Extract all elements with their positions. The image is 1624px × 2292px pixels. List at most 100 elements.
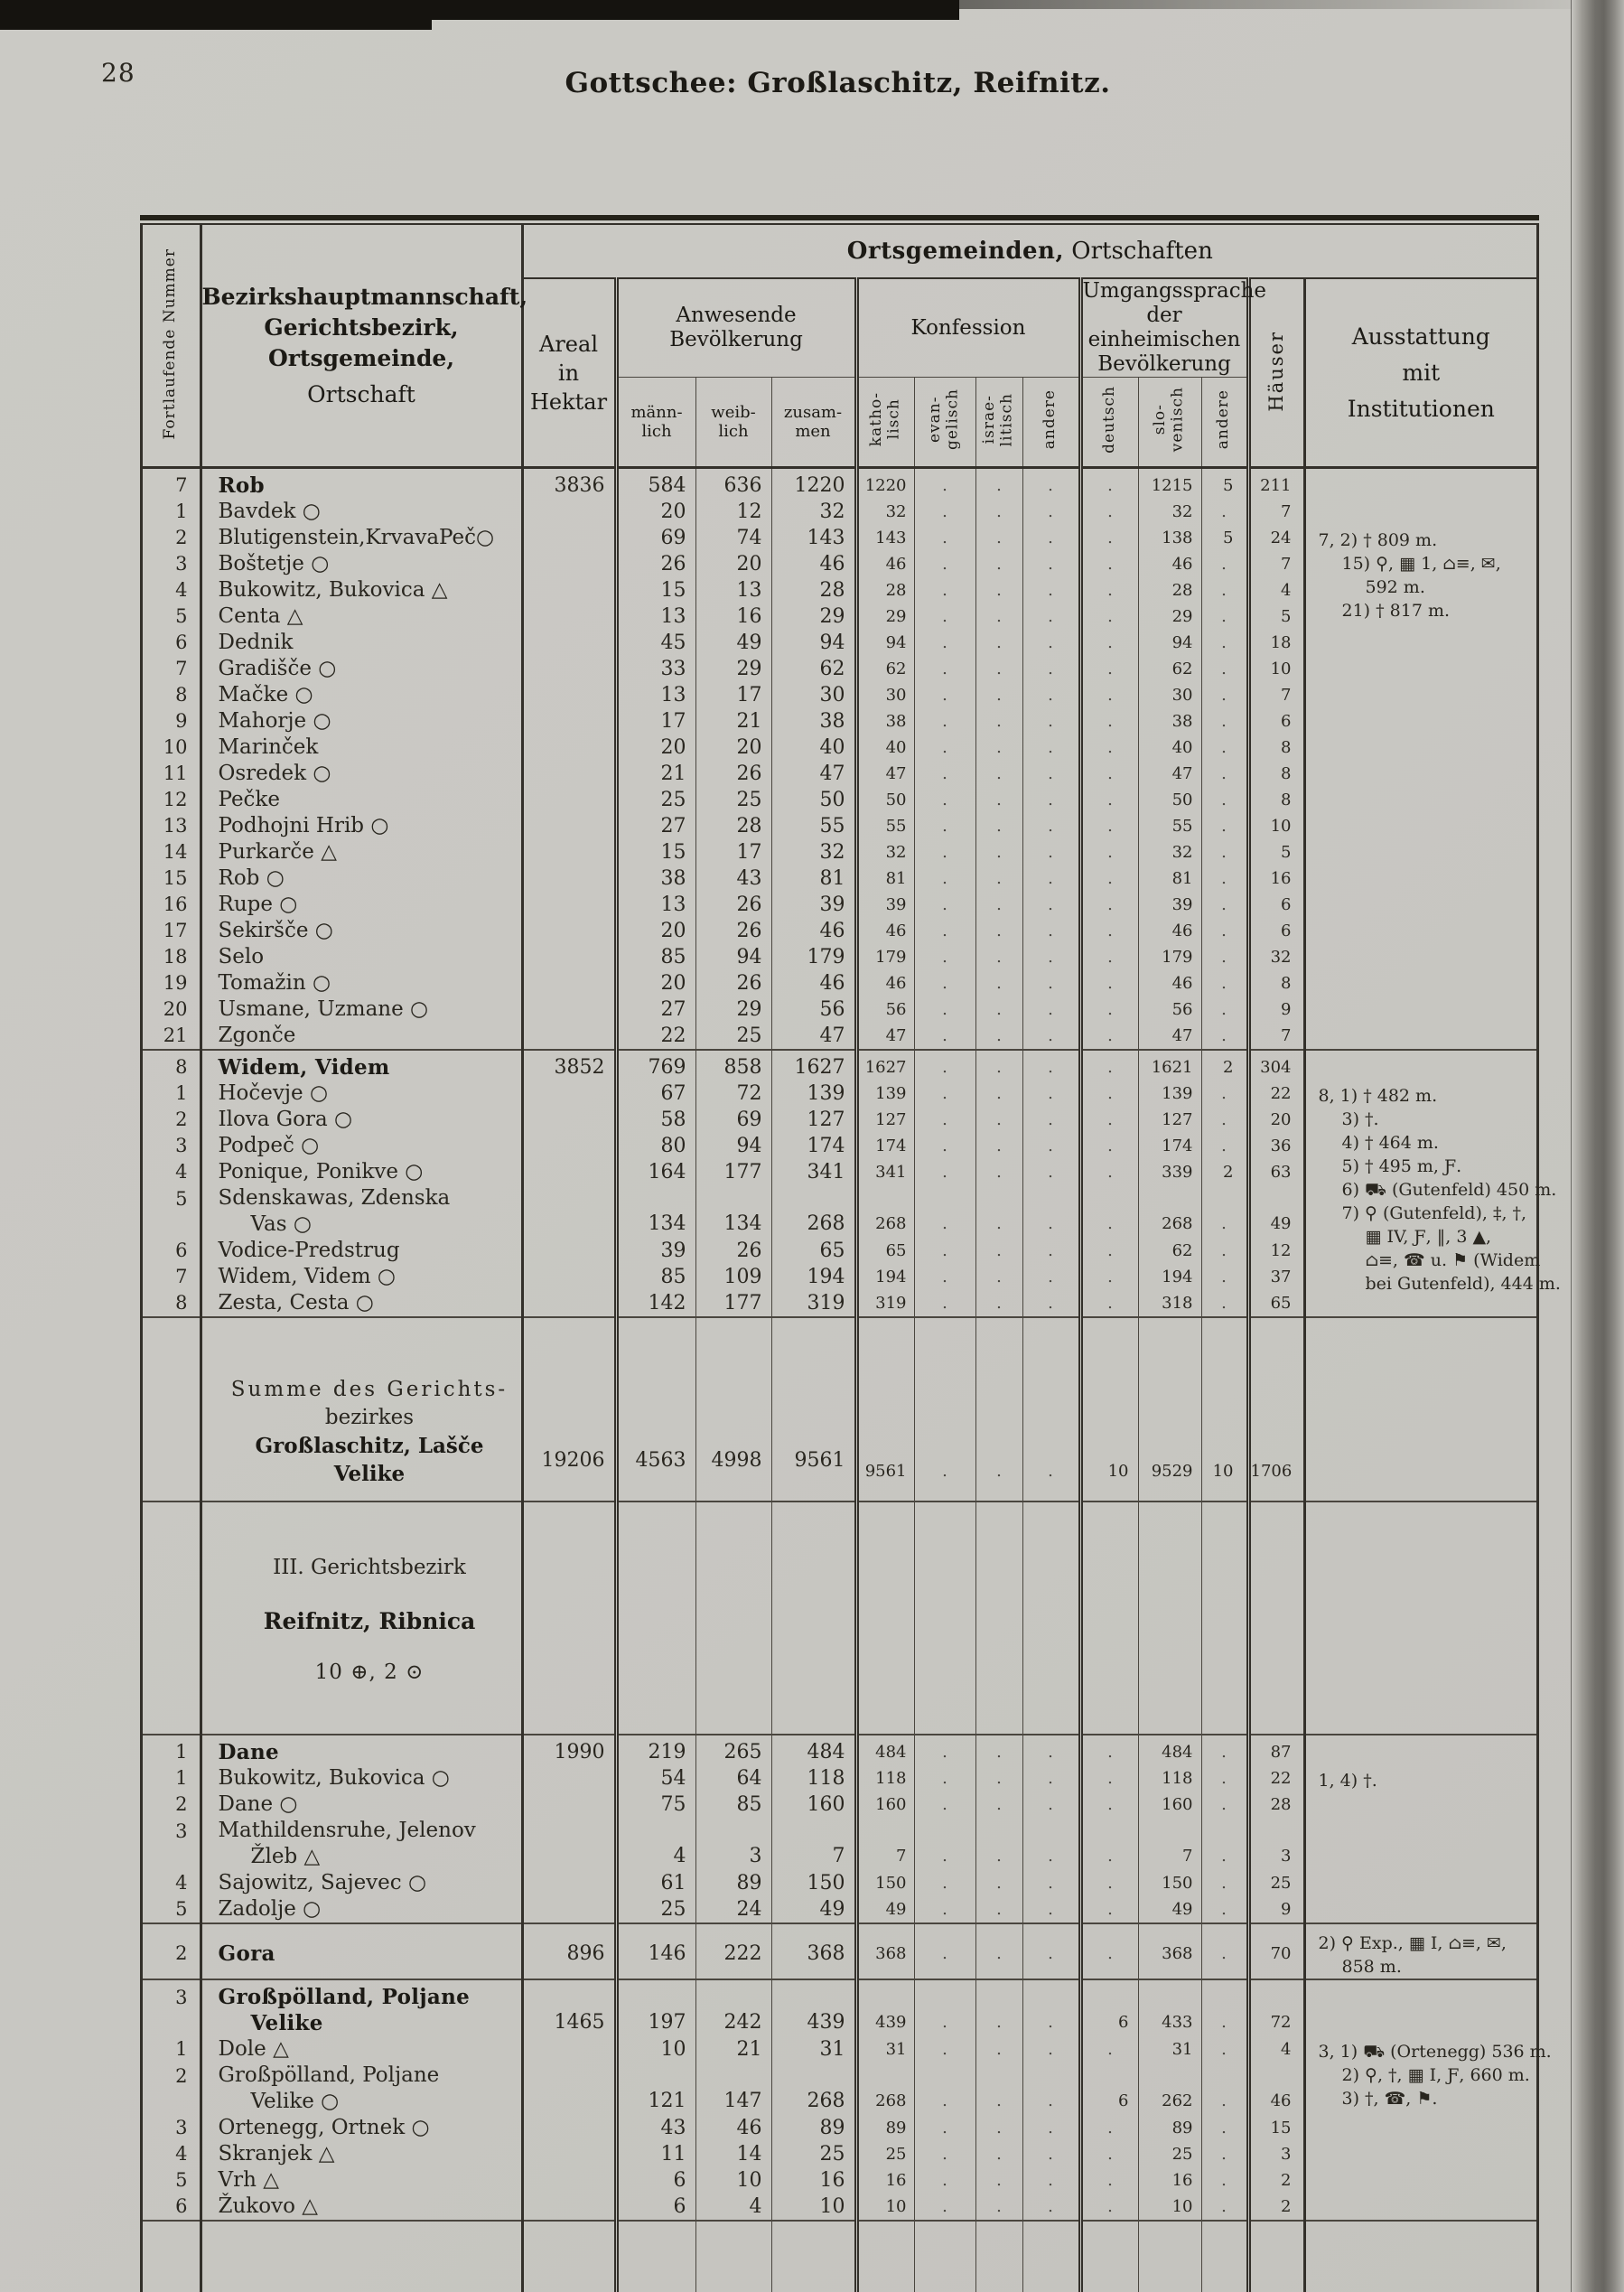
cell-kath: 16 bbox=[856, 2167, 915, 2194]
cell-an1: . bbox=[1022, 630, 1083, 656]
cell-number: 4 bbox=[143, 2141, 202, 2167]
cell-number: 1 bbox=[143, 1081, 202, 1107]
institution-note: 8, 1) † 482 m. 3) †. 4) † 464 m. 5) † 495 m… bbox=[1319, 1084, 1561, 1296]
cell-ev: . bbox=[914, 1081, 976, 1107]
cell-de: . bbox=[1080, 499, 1139, 525]
table-row: 1 Dane 1990 219 265 484 484.... 484. 87 1, 4) †. bbox=[143, 1734, 1537, 1923]
place-name: Großpölland, Poljane bbox=[218, 2063, 440, 2087]
cell-slo: 46 bbox=[1138, 970, 1202, 996]
cell-h bbox=[1248, 1501, 1306, 1735]
cell-number: 1 bbox=[143, 499, 202, 525]
place-name: Marinček bbox=[218, 735, 319, 759]
place-name: Mathildensruhe, Jelenov bbox=[218, 1819, 476, 1842]
section-title-line: Reifnitz, Ribnica bbox=[263, 1607, 476, 1634]
cell-kath: 1627 bbox=[856, 1049, 915, 1081]
table-row: 5 Zadolje ○ 25 24 49 49.... 49. 9 bbox=[143, 1896, 1536, 1923]
cell-place-name: Sekiršče ○ bbox=[201, 918, 524, 944]
cell-areal bbox=[522, 1765, 619, 1792]
cell-an2: . bbox=[1201, 996, 1251, 1023]
cell-w: 25 bbox=[695, 787, 772, 813]
cell-isr: . bbox=[975, 656, 1023, 682]
cell-areal: 19206 bbox=[522, 1316, 619, 1501]
cell-h: 8 bbox=[1248, 970, 1306, 996]
cell-isr: . bbox=[975, 2194, 1023, 2221]
cell-areal bbox=[522, 996, 619, 1023]
cell-w: 43 bbox=[695, 865, 772, 892]
cell-an2: . bbox=[1201, 1870, 1251, 1896]
note-line: 7) ⚲ (Gutenfeld), ‡, †, bbox=[1341, 1203, 1527, 1223]
cell-m bbox=[616, 2220, 696, 2292]
institution-note: 2) ⚲ Exp., ▦ I, ⌂≡, ✉, 858 m. bbox=[1319, 1932, 1537, 1979]
section-title-line: 10 ⊕, 2 ⊙ bbox=[314, 1660, 425, 1684]
cell-section-title: III. Gerichtsbezirk Reifnitz, Ribnica 10 ⊕… bbox=[201, 1501, 524, 1735]
cell-h: 4 bbox=[1248, 577, 1306, 603]
cell-ev: . bbox=[914, 466, 976, 499]
cell-de: . bbox=[1080, 2167, 1139, 2194]
cell-ev: . bbox=[914, 1159, 976, 1185]
page-number: 28 bbox=[101, 58, 135, 88]
cell-isr: . bbox=[975, 708, 1023, 734]
cell-place-name: Ponique, Ponikve ○ bbox=[201, 1159, 524, 1185]
cell-slo: 30 bbox=[1138, 682, 1202, 708]
cell-z: 50 bbox=[771, 787, 859, 813]
cell-place-name: Mahorje ○ bbox=[201, 708, 524, 734]
cell-m: 13 bbox=[616, 603, 696, 630]
cell-kath: 7 bbox=[856, 1818, 915, 1870]
cell-h: 10 bbox=[1248, 656, 1306, 682]
cell-slo: 179 bbox=[1138, 944, 1202, 970]
cell-h: 7 bbox=[1248, 682, 1306, 708]
cell-z: 28 bbox=[771, 577, 859, 603]
cell-isr: . bbox=[975, 1922, 1023, 1979]
cell-de: . bbox=[1080, 1792, 1139, 1818]
cell-h: 12 bbox=[1248, 1238, 1306, 1264]
cell-m: 146 bbox=[616, 1922, 696, 1979]
cell-an1: . bbox=[1022, 1238, 1083, 1264]
cell-number: 1 bbox=[143, 1734, 202, 1765]
cell-de: . bbox=[1080, 466, 1139, 499]
table-body: 7 Rob 3836 584 636 1220 1220.... 1215 5 211 7, 2) … bbox=[143, 466, 1561, 2292]
cell-number: 20 bbox=[143, 996, 202, 1023]
cell-isr: . bbox=[975, 1896, 1023, 1923]
cell-place-name: Bavdek ○ bbox=[201, 499, 524, 525]
cell-de: 10 bbox=[1080, 1316, 1139, 1501]
cell-h: 5 bbox=[1248, 839, 1306, 865]
cell-kath: 127 bbox=[856, 1107, 915, 1133]
book-edge-shadow bbox=[1572, 0, 1624, 2292]
cell-an2: . bbox=[1201, 2036, 1251, 2063]
cell-ev: . bbox=[914, 761, 976, 787]
cell-w: 72 bbox=[695, 1081, 772, 1107]
cell-kath: 65 bbox=[856, 1238, 915, 1264]
census-table: Fortlaufende Nummer Bezirkshauptmannscha… bbox=[143, 225, 1561, 2292]
cell-m: 54 bbox=[616, 1765, 696, 1792]
cell-h: 8 bbox=[1248, 734, 1306, 761]
cell-slo: 25 bbox=[1138, 2141, 1202, 2167]
cell-kath: 32 bbox=[856, 839, 915, 865]
place-name-continued: Žleb △ bbox=[250, 1845, 321, 1868]
cell-de: . bbox=[1080, 734, 1139, 761]
place-name: Vrh △ bbox=[218, 2168, 279, 2192]
cell-an2: . bbox=[1201, 1290, 1251, 1317]
cell-ev: . bbox=[914, 1238, 976, 1264]
cell-isr: . bbox=[975, 1049, 1023, 1081]
cell-m: 10 bbox=[616, 2036, 696, 2063]
cell-de: . bbox=[1080, 813, 1139, 839]
cell-ev: . bbox=[914, 656, 976, 682]
cell-an1: . bbox=[1022, 2115, 1083, 2141]
cell-m: 27 bbox=[616, 996, 696, 1023]
place-name: Ponique, Ponikve ○ bbox=[218, 1160, 424, 1183]
cell-w: 265 bbox=[695, 1734, 772, 1765]
place-name: Ortenegg, Ortnek ○ bbox=[218, 2116, 430, 2139]
cell-slo: 150 bbox=[1138, 1870, 1202, 1896]
cell-kath: 10 bbox=[856, 2194, 915, 2221]
cell-number: 6 bbox=[143, 630, 202, 656]
cell-place-name: Gora bbox=[201, 1922, 524, 1979]
cell-isr: . bbox=[975, 2115, 1023, 2141]
cell-h: 18 bbox=[1248, 630, 1306, 656]
cell-slo: 49 bbox=[1138, 1896, 1202, 1923]
cell-an1: . bbox=[1022, 708, 1083, 734]
place-name: Žukovo △ bbox=[218, 2194, 318, 2218]
cell-ev: . bbox=[914, 2194, 976, 2221]
cell-kath: 439 bbox=[856, 1979, 915, 2036]
title-districts: Großlaschitz, Reifnitz. bbox=[737, 67, 1111, 99]
cell-isr: . bbox=[975, 525, 1023, 551]
